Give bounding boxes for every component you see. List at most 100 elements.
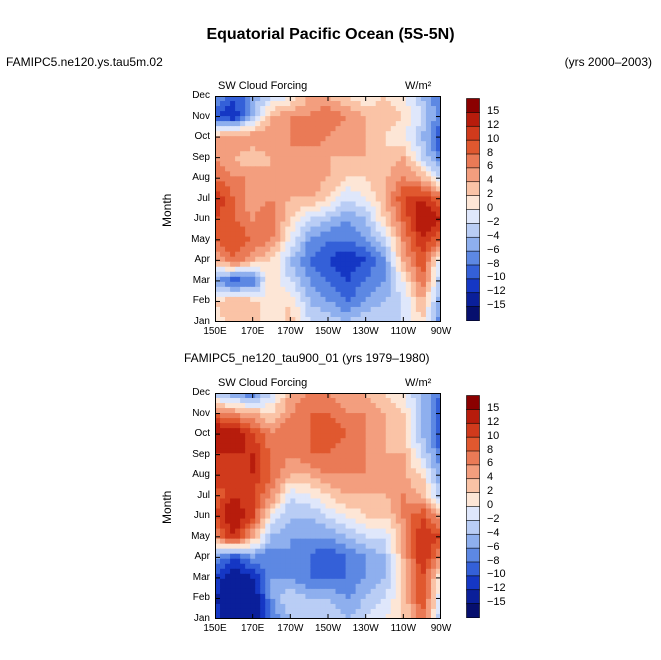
heatmap-cell bbox=[345, 266, 352, 273]
heatmap-cell bbox=[265, 211, 271, 218]
heatmap-cell bbox=[390, 291, 397, 298]
heatmap-cell bbox=[240, 473, 246, 479]
heatmap-cell bbox=[295, 433, 301, 439]
heatmap-cell bbox=[330, 488, 337, 495]
heatmap-cell bbox=[395, 211, 402, 218]
heatmap-cell bbox=[365, 171, 372, 177]
heatmap-cell bbox=[415, 201, 422, 208]
heatmap-cell bbox=[245, 111, 251, 117]
heatmap-cell bbox=[395, 423, 402, 429]
heatmap-cell bbox=[380, 186, 387, 193]
heatmap-cell bbox=[290, 548, 296, 555]
heatmap-cell bbox=[230, 533, 236, 540]
y-tick-label: Jul bbox=[197, 192, 210, 204]
heatmap-cell bbox=[250, 171, 256, 177]
heatmap-cell bbox=[435, 101, 442, 107]
heatmap-cell bbox=[320, 393, 327, 399]
heatmap-cell bbox=[415, 493, 422, 500]
heatmap-cell bbox=[365, 216, 372, 223]
colorbar-swatch bbox=[466, 533, 480, 549]
heatmap-cell bbox=[315, 241, 322, 248]
heatmap-cell bbox=[350, 226, 357, 233]
heatmap-cell bbox=[340, 156, 347, 162]
heatmap-cell bbox=[400, 286, 407, 293]
heatmap-cell bbox=[380, 498, 387, 505]
heatmap-cell bbox=[390, 493, 397, 500]
heatmap-cell bbox=[380, 101, 387, 107]
heatmap-cell bbox=[365, 563, 372, 570]
heatmap-cell bbox=[430, 106, 437, 112]
heatmap-cell bbox=[305, 488, 312, 495]
heatmap-cell bbox=[435, 463, 442, 469]
heatmap-cell bbox=[435, 518, 442, 525]
heatmap-cell bbox=[215, 398, 221, 404]
heatmap-cell bbox=[220, 96, 226, 102]
heatmap-cell bbox=[235, 236, 241, 243]
heatmap-cell bbox=[215, 413, 221, 419]
heatmap-cell bbox=[215, 568, 221, 575]
heatmap-cell bbox=[380, 266, 387, 273]
heatmap-cell bbox=[330, 433, 337, 439]
heatmap-cell bbox=[385, 603, 392, 610]
heatmap-cell bbox=[395, 96, 402, 102]
heatmap-cell bbox=[420, 523, 427, 530]
heatmap-cell bbox=[260, 136, 266, 142]
heatmap-cell bbox=[425, 448, 432, 454]
colorbar-swatch bbox=[466, 409, 480, 424]
heatmap-cell bbox=[365, 306, 372, 313]
heatmap-cell bbox=[355, 598, 362, 605]
heatmap-cell bbox=[405, 256, 412, 263]
heatmap-cell bbox=[270, 453, 276, 459]
heatmap-cell bbox=[300, 101, 306, 107]
heatmap-cell bbox=[285, 266, 291, 273]
heatmap-cell bbox=[240, 246, 246, 253]
heatmap-cell bbox=[370, 241, 377, 248]
heatmap-cell bbox=[385, 141, 392, 147]
heatmap-cell bbox=[215, 428, 221, 434]
heatmap-cell bbox=[230, 126, 236, 132]
heatmap-cell bbox=[355, 276, 362, 283]
heatmap-cell bbox=[255, 533, 261, 540]
heatmap-cell bbox=[425, 508, 432, 515]
heatmap-cell bbox=[310, 523, 317, 530]
heatmap-cell bbox=[430, 578, 437, 585]
heatmap-cell bbox=[330, 111, 337, 117]
heatmap-cell bbox=[305, 216, 312, 223]
heatmap-cell bbox=[380, 403, 387, 409]
heatmap-cell bbox=[390, 468, 397, 474]
heatmap-cell bbox=[360, 206, 367, 213]
heatmap-cell bbox=[255, 171, 261, 177]
colorbar-swatch bbox=[466, 520, 480, 535]
heatmap-cell bbox=[350, 301, 357, 308]
heatmap-cell bbox=[330, 316, 337, 323]
heatmap-cell bbox=[240, 116, 246, 122]
heatmap-cell bbox=[385, 261, 392, 268]
heatmap-cell bbox=[285, 286, 291, 293]
heatmap-cell bbox=[330, 593, 337, 600]
heatmap-cell bbox=[320, 181, 327, 187]
heatmap-cell bbox=[230, 438, 236, 444]
heatmap-cell bbox=[300, 161, 306, 167]
heatmap-cell bbox=[285, 408, 291, 414]
heatmap-cell bbox=[290, 583, 296, 590]
heatmap-cell bbox=[220, 583, 226, 590]
heatmap-cell bbox=[275, 553, 281, 560]
heatmap-cell bbox=[240, 533, 246, 540]
heatmap-cell bbox=[385, 578, 392, 585]
heatmap-cell bbox=[245, 311, 251, 318]
heatmap-cell bbox=[265, 448, 271, 454]
heatmap-cell bbox=[350, 156, 357, 162]
heatmap-cell bbox=[330, 478, 337, 484]
heatmap-cell bbox=[215, 201, 221, 208]
heatmap-cell bbox=[380, 286, 387, 293]
heatmap-cell bbox=[300, 246, 306, 253]
heatmap-cell bbox=[280, 488, 286, 495]
heatmap-cell bbox=[325, 271, 332, 278]
heatmap-cell bbox=[280, 498, 286, 505]
heatmap-cell bbox=[235, 266, 241, 273]
heatmap-cell bbox=[335, 221, 342, 228]
heatmap-cell bbox=[280, 191, 286, 198]
heatmap-cell bbox=[235, 603, 241, 610]
heatmap-cell bbox=[410, 316, 417, 323]
heatmap-cell bbox=[425, 533, 432, 540]
